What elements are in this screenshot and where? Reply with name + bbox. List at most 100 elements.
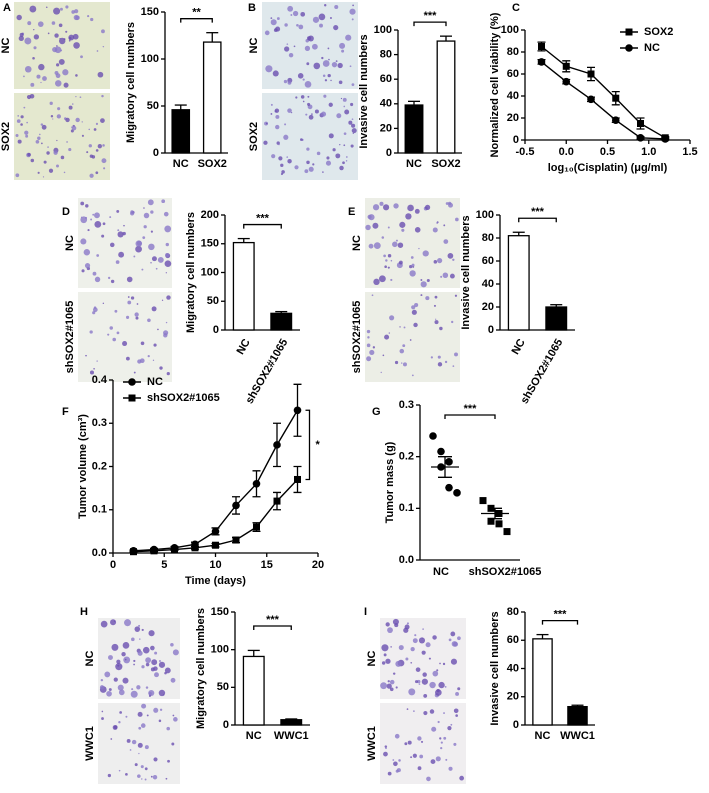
marker [661,135,670,143]
cell [403,326,406,329]
cell [116,331,120,335]
cell [164,667,171,674]
cell [159,708,163,711]
cell [271,154,276,159]
cell [90,218,93,221]
cell [151,659,158,666]
cell [278,156,283,161]
cell [83,249,91,256]
cell [33,28,35,31]
x-tick-label: shSOX2#1065 [244,337,291,406]
marker [273,441,281,449]
cell [87,229,90,232]
cell [366,356,372,362]
cell [329,16,332,19]
cell [351,83,355,87]
cell [319,23,323,28]
cell [433,260,438,264]
cell [127,300,132,305]
cell [73,14,79,21]
cell [398,759,401,762]
panel-letter: I [364,606,367,618]
cell [436,222,439,224]
cell [410,661,413,664]
y-tick-label: 60 [507,68,519,80]
cell [424,204,431,211]
cell [147,199,154,206]
cell [263,140,268,145]
cell [448,202,453,208]
cell [417,679,421,684]
cell [74,9,79,14]
cell [157,256,164,263]
cell [283,79,288,84]
y-tick-label: 50 [207,295,219,307]
cell [133,371,136,374]
marker [294,475,301,483]
cell [387,266,390,269]
cell [95,149,99,152]
cell [87,14,90,18]
cell [150,210,154,214]
image-label: WWC1 [366,726,378,761]
x-tick-label: NC [173,158,189,170]
cell [382,354,385,357]
cell [16,119,21,123]
cell [115,663,123,671]
y-tick-label: 0 [223,719,229,731]
cell [448,638,452,642]
cell [278,143,280,146]
cell [150,667,155,672]
cell [88,128,91,131]
marker [587,70,595,78]
cell [388,332,391,334]
legend-marker [128,394,136,402]
x-tick-label: 5 [161,559,167,571]
cell [45,6,48,9]
cell [166,371,170,376]
cell [307,95,310,98]
cell [455,692,459,696]
cell [145,662,150,667]
cell [46,151,50,155]
cell [308,114,314,120]
cell [125,772,128,776]
cell [378,275,386,283]
cell [443,736,447,740]
y-tick-label: 0 [386,147,392,159]
cell [37,21,44,28]
legend-marker [625,28,633,36]
cell [308,166,314,172]
cell [414,680,418,684]
cell [295,96,298,99]
x-tick-label: 0 [110,559,116,571]
cell [412,638,418,644]
sig-bracket [444,414,496,419]
marker [273,497,281,505]
cell [158,719,162,723]
cell [438,681,445,689]
dot [445,458,453,466]
cell [144,745,149,750]
cell [107,773,112,778]
marker [232,501,240,510]
cell [332,148,336,152]
cell [80,201,85,206]
cell [20,123,23,126]
cell [40,123,44,126]
cell [443,224,446,227]
cell [150,775,153,778]
cell [148,243,155,251]
cell [97,143,103,149]
cell [345,160,348,162]
sig-bracket [413,21,447,27]
cell [30,82,35,87]
cell [154,651,158,655]
panel-letter: D [62,206,70,218]
cell [49,101,53,105]
series-line [541,61,666,140]
cell [435,689,442,696]
cell [109,326,113,330]
y-tick-label: 0.3 [92,417,107,429]
cell [72,33,79,40]
